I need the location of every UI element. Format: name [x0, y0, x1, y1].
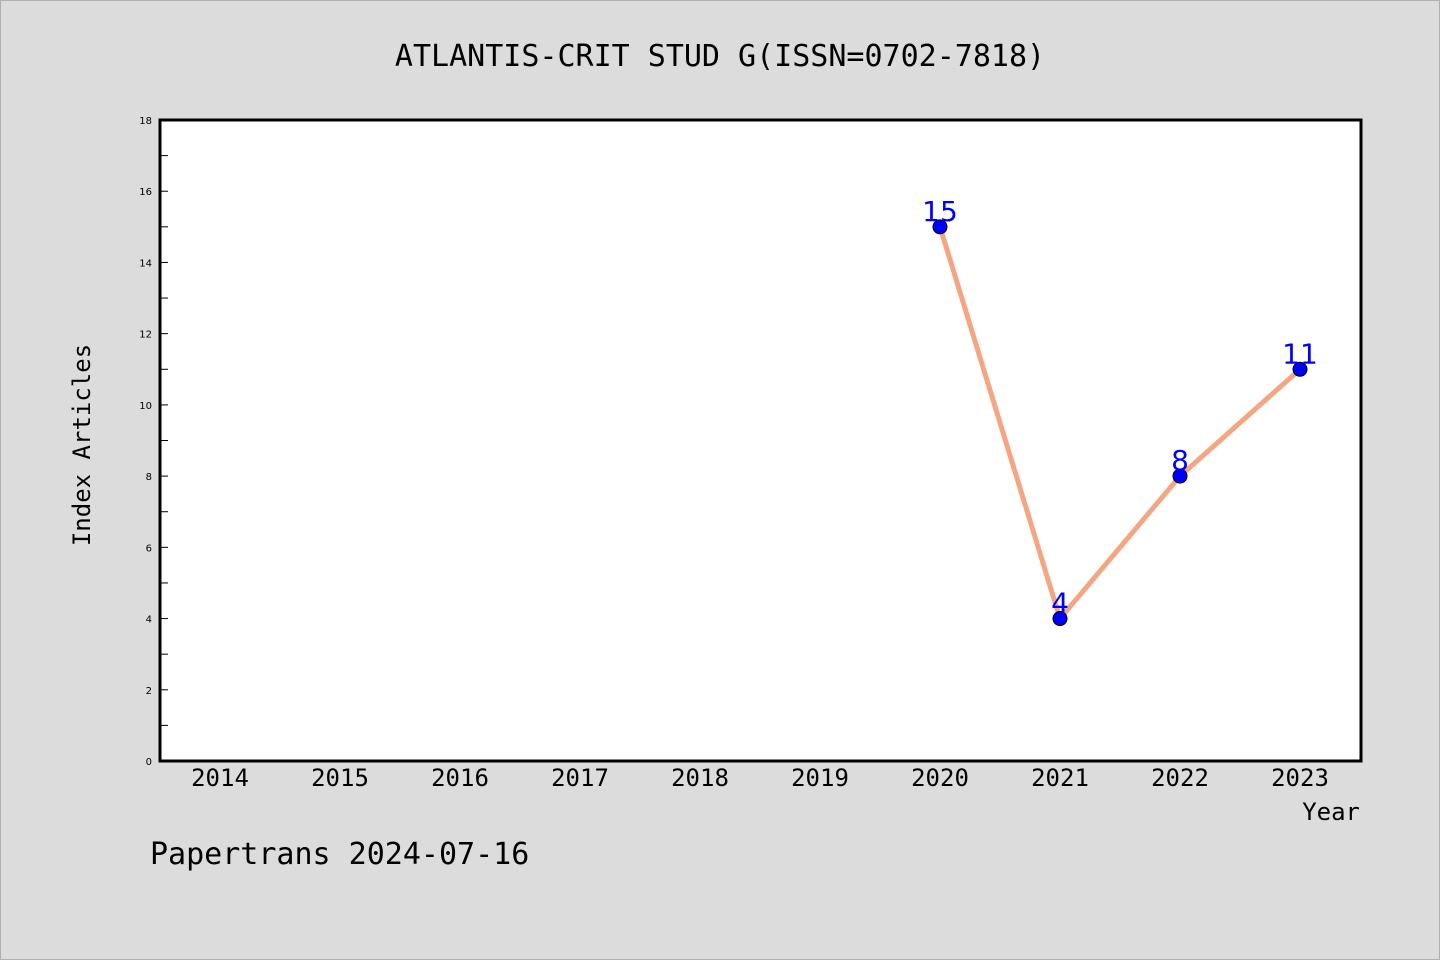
y-axis: 0 2 4 6 8 10 12 14 16 18	[139, 116, 168, 768]
data-point	[1292, 361, 1308, 377]
x-tick-label: 2020	[911, 764, 969, 792]
y-tick-label: 18	[139, 116, 152, 127]
data-label: 15	[922, 195, 958, 228]
series-layer: 15 4 8 11	[922, 195, 1318, 627]
data-label: 11	[1282, 337, 1318, 370]
data-point	[932, 219, 948, 235]
y-tick-label: 14	[139, 258, 152, 269]
y-tick-label: 12	[139, 330, 152, 341]
data-label: 8	[1171, 444, 1189, 477]
chart-title: ATLANTIS-CRIT STUD G(ISSN=0702-7818)	[395, 39, 1045, 74]
y-axis-label: Index Articles	[68, 344, 96, 546]
y-tick-label: 2	[146, 686, 152, 697]
series-line	[937, 224, 1303, 622]
data-point	[1172, 468, 1188, 484]
x-tick-label: 2023	[1271, 764, 1329, 792]
x-tick-label: 2022	[1151, 764, 1209, 792]
x-tick-label: 2016	[431, 764, 489, 792]
y-tick-label: 0	[146, 757, 152, 768]
data-label: 4	[1051, 587, 1069, 620]
x-tick-label: 2021	[1031, 764, 1089, 792]
x-tick-label: 2015	[311, 764, 369, 792]
y-tick-label: 4	[146, 615, 152, 626]
x-axis-label: Year	[1302, 798, 1360, 826]
x-tick-label: 2017	[551, 764, 609, 792]
x-tick-label: 2019	[791, 764, 849, 792]
y-tick-label: 8	[146, 472, 152, 483]
y-tick-label: 10	[139, 401, 152, 412]
x-axis: 2014 2015 2016 2017 2018 2019 2020 2021 2022 2023	[191, 764, 1329, 792]
y-tick-label: 6	[146, 543, 152, 554]
plot-area	[158, 118, 1363, 763]
y-tick-label: 16	[139, 187, 152, 198]
x-tick-label: 2014	[191, 764, 249, 792]
x-tick-label: 2018	[671, 764, 729, 792]
data-point	[1052, 611, 1068, 627]
footer-credit: Papertrans 2024-07-16	[150, 837, 529, 872]
